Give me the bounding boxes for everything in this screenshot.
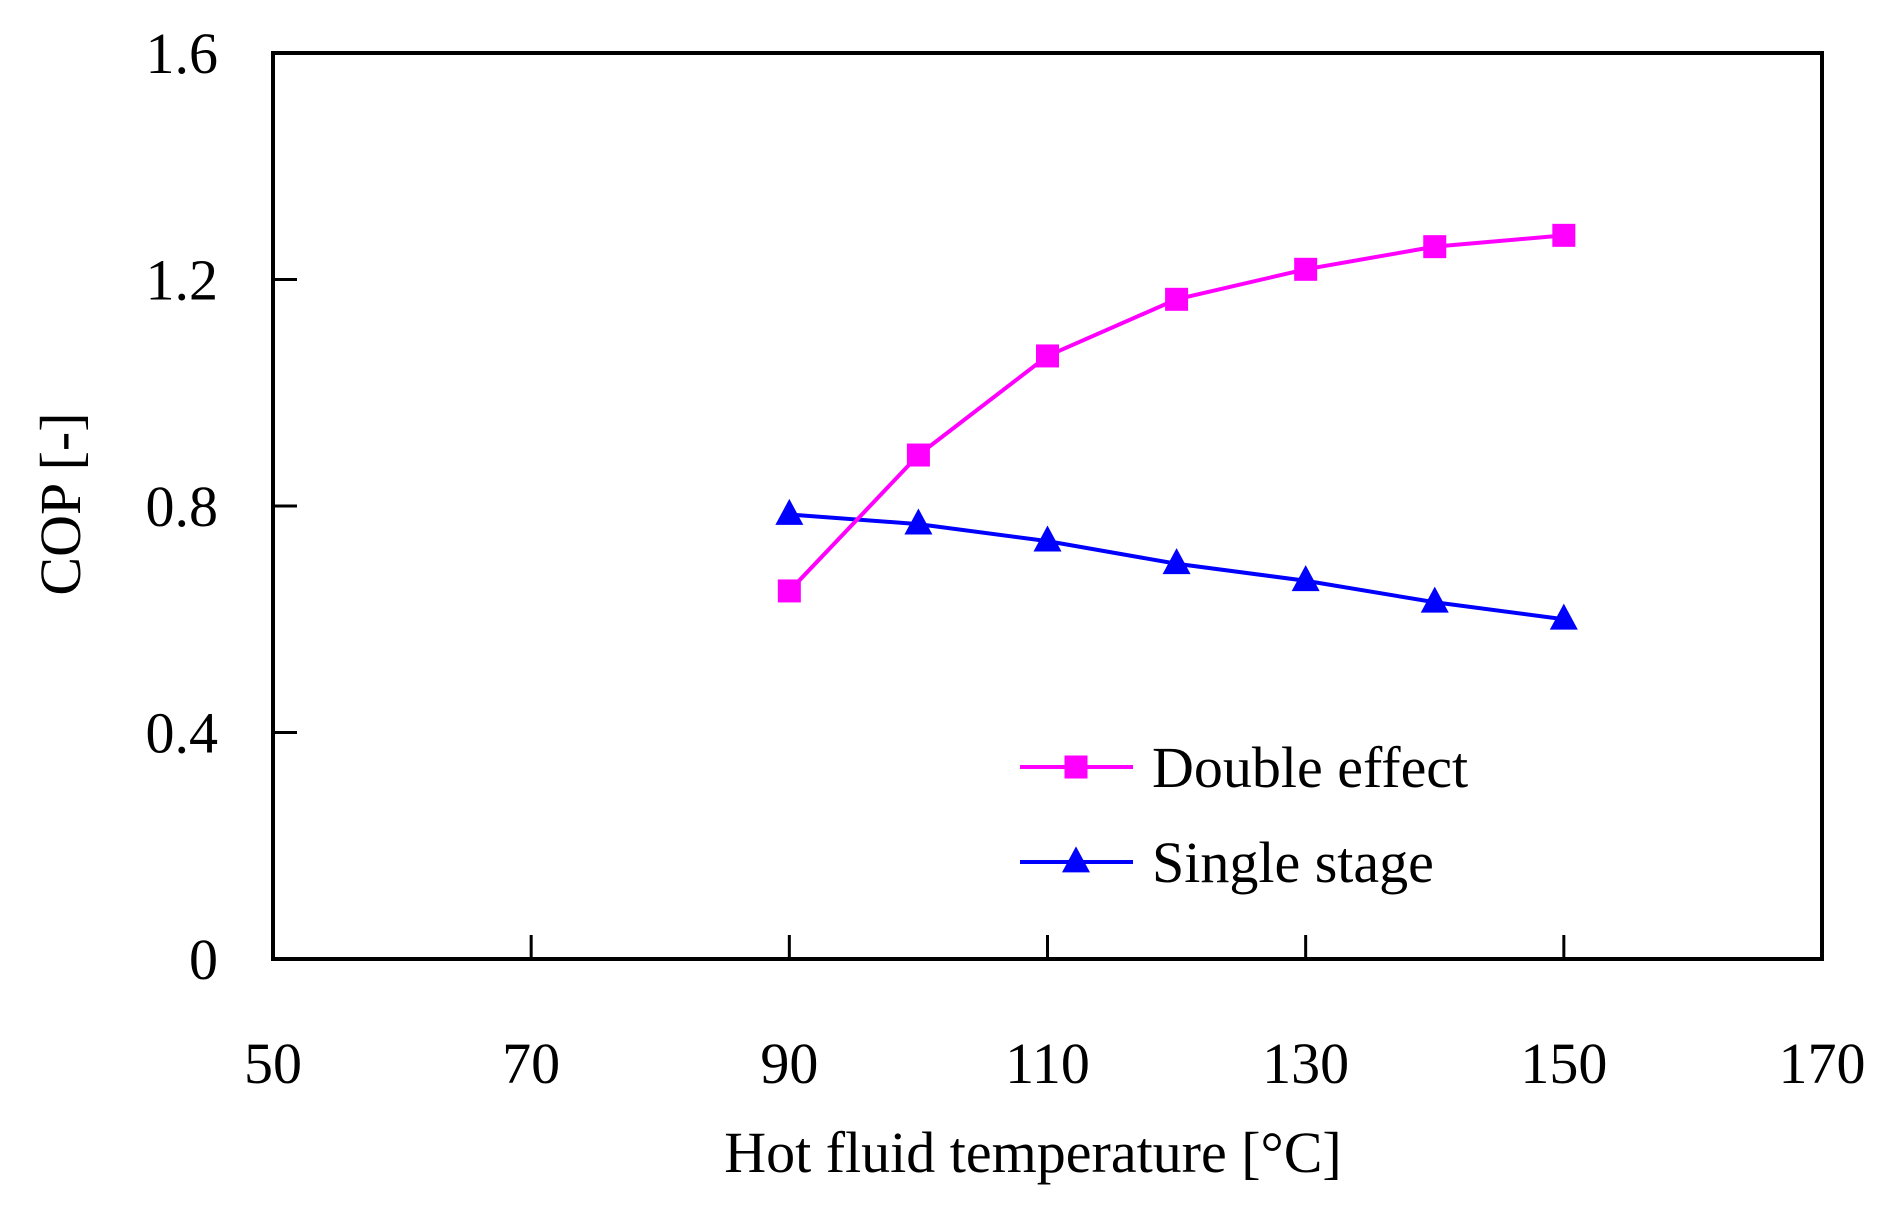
x-axis-title: Hot fluid temperature [°C] bbox=[724, 1120, 1342, 1185]
x-tick-label: 130 bbox=[1262, 1031, 1349, 1096]
axes-layer: 50 70 90 110 130 150 170 0 0.4 0.8 1.2 1.6 bbox=[146, 21, 1866, 1096]
y-tick-label: 0.4 bbox=[146, 701, 219, 766]
y-tick-label: 1.6 bbox=[146, 21, 219, 86]
x-tick-label: 150 bbox=[1520, 1031, 1607, 1096]
legend-marker-single-stage bbox=[1062, 846, 1090, 873]
x-tick-label: 110 bbox=[1005, 1031, 1090, 1096]
series-double-effect bbox=[777, 223, 1576, 603]
data-point-double-effect bbox=[1165, 287, 1189, 311]
data-point-single-stage bbox=[1033, 525, 1062, 552]
data-point-single-stage bbox=[1162, 548, 1191, 575]
series-layer bbox=[775, 223, 1578, 630]
legend-label-double-effect: Double effect bbox=[1152, 735, 1468, 800]
legend-item-single-stage: Single stage bbox=[1020, 830, 1434, 895]
x-tick-label: 170 bbox=[1779, 1031, 1866, 1096]
series-single-stage bbox=[775, 498, 1578, 630]
y-tick-label: 0 bbox=[189, 927, 218, 992]
data-point-double-effect bbox=[1036, 344, 1059, 368]
y-tick-label: 0.8 bbox=[146, 474, 219, 539]
y-tick-label: 1.2 bbox=[146, 248, 219, 313]
x-tick-label: 70 bbox=[502, 1031, 560, 1096]
data-point-double-effect bbox=[1294, 257, 1318, 281]
legend-label-single-stage: Single stage bbox=[1152, 830, 1434, 895]
x-tick-label: 90 bbox=[760, 1031, 818, 1096]
data-point-single-stage bbox=[775, 498, 804, 525]
legend-item-double-effect: Double effect bbox=[1020, 735, 1468, 800]
data-point-single-stage bbox=[1291, 565, 1320, 592]
data-point-double-effect bbox=[1423, 235, 1447, 259]
data-point-double-effect bbox=[1552, 223, 1576, 247]
x-tick-label: 50 bbox=[244, 1031, 302, 1096]
y-axis-title: COP [-] bbox=[28, 412, 93, 595]
legend: Double effect Single stage bbox=[1020, 735, 1468, 895]
data-point-single-stage bbox=[1420, 586, 1449, 613]
data-point-double-effect bbox=[777, 579, 801, 603]
data-point-double-effect bbox=[906, 443, 930, 467]
legend-marker-double-effect bbox=[1064, 755, 1088, 779]
data-point-single-stage bbox=[904, 508, 933, 535]
data-point-single-stage bbox=[1549, 603, 1578, 630]
